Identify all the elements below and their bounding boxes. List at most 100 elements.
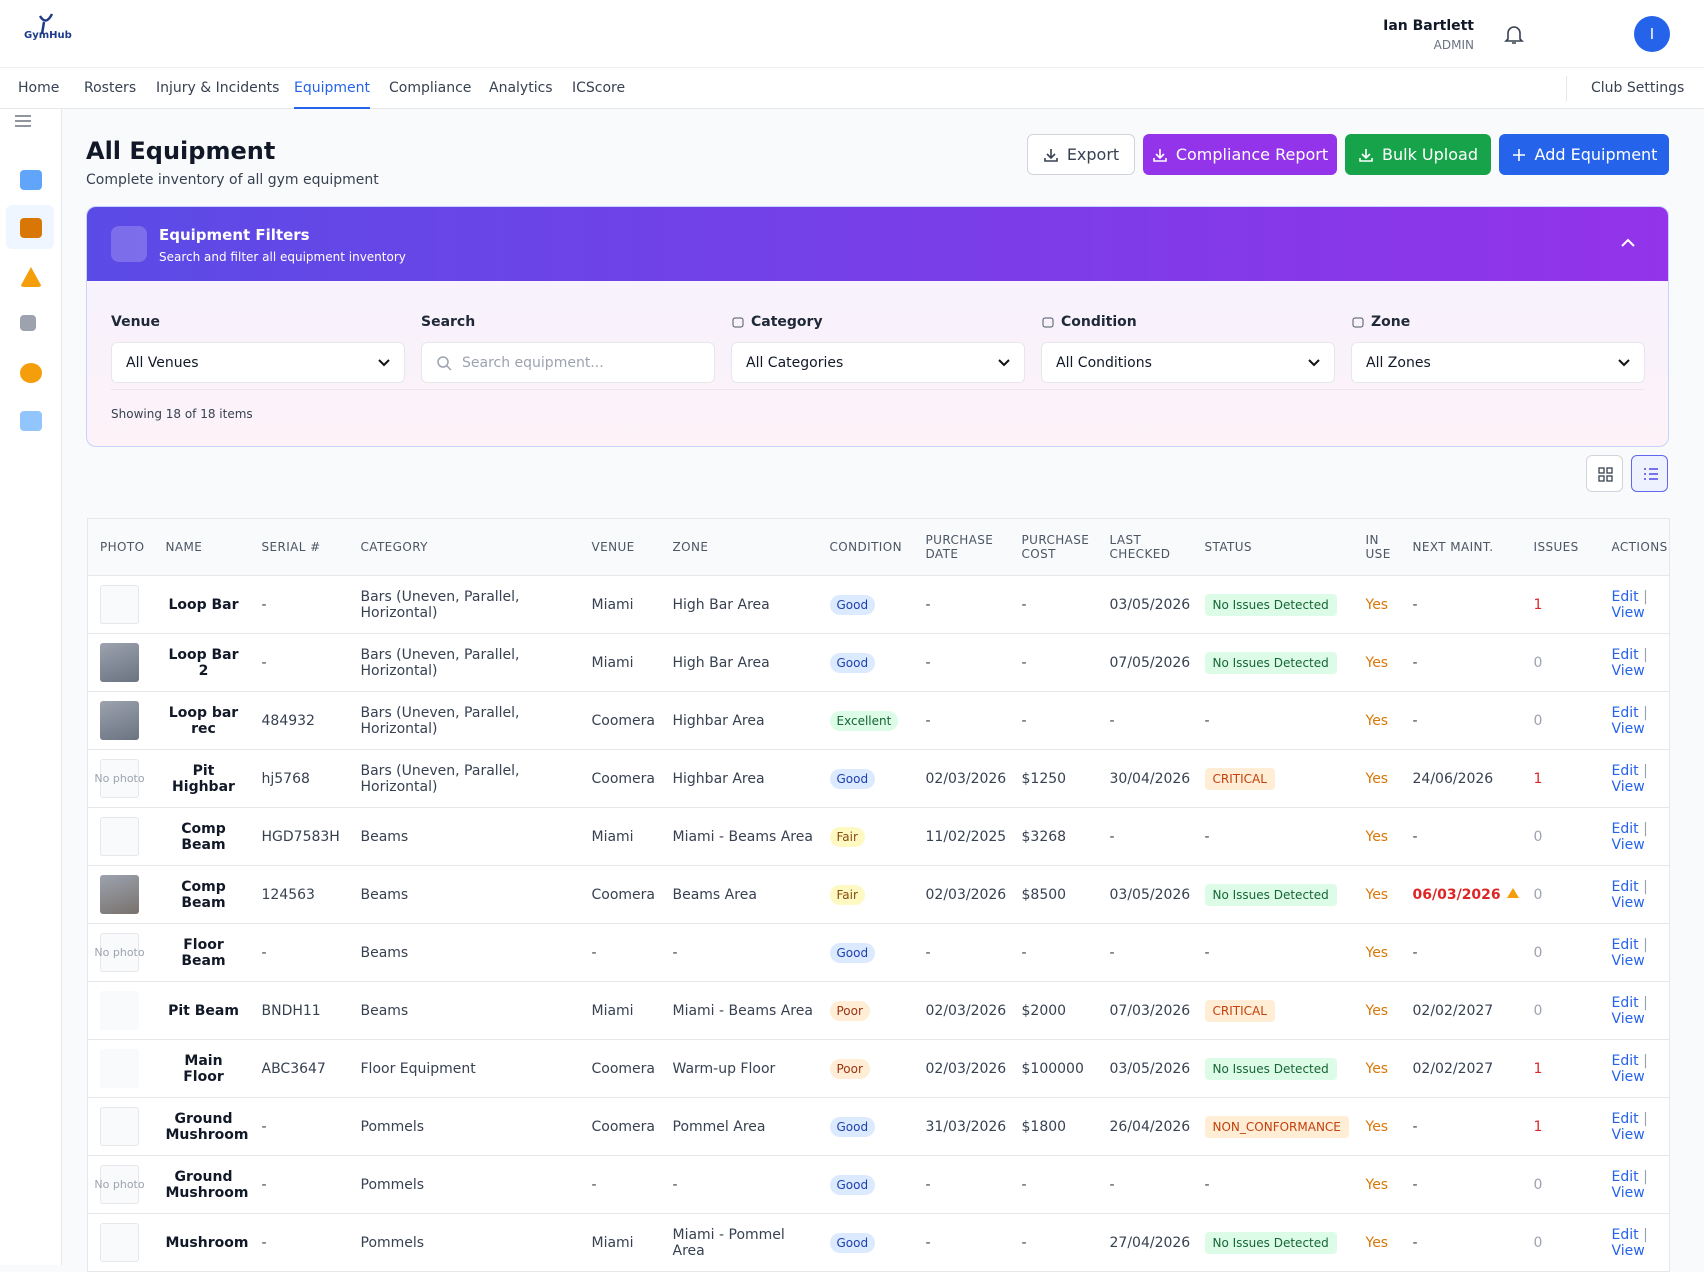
cell: Loop Bar bbox=[153, 575, 250, 634]
cell-text: - bbox=[925, 596, 931, 613]
edit-link[interactable]: Edit bbox=[1611, 1110, 1639, 1127]
cell-text: 02/03/2026 bbox=[925, 770, 1007, 787]
bell[interactable] bbox=[1503, 23, 1525, 45]
view-link[interactable]: View bbox=[1611, 720, 1645, 737]
edit-link[interactable]: Edit bbox=[1611, 820, 1639, 837]
table-row: Loop Bar 2 - Bars (Uneven, Parallel, Horiz… bbox=[87, 633, 1670, 692]
filter-input[interactable]: All Zones bbox=[1351, 342, 1645, 383]
nav-icon[interactable] bbox=[20, 411, 42, 431]
edit-link[interactable]: Edit bbox=[1611, 704, 1639, 721]
button-label: Export bbox=[1066, 145, 1120, 164]
cell-text: Yes bbox=[1365, 1060, 1389, 1077]
cell: $2000 bbox=[1009, 981, 1098, 1040]
cell: Comp Beam bbox=[153, 865, 250, 924]
cell: BNDH11 bbox=[249, 981, 349, 1040]
nav-icon[interactable] bbox=[20, 218, 42, 238]
nav-tab[interactable]: Analytics bbox=[489, 80, 553, 96]
nav-icon[interactable] bbox=[20, 267, 42, 287]
cell-text: Comp Beam bbox=[181, 820, 226, 853]
cell: - bbox=[1097, 1155, 1193, 1214]
sidebar bbox=[0, 109, 62, 1265]
view-link[interactable]: View bbox=[1611, 952, 1645, 969]
filter-input[interactable]: Search equipment... bbox=[421, 342, 715, 383]
edit-link[interactable]: Edit bbox=[1611, 1226, 1639, 1243]
edit-link[interactable]: Edit bbox=[1611, 646, 1639, 663]
cell: 11/02/2025 bbox=[913, 807, 1010, 866]
menu-icon[interactable] bbox=[14, 114, 32, 128]
cell: Coomera bbox=[579, 1097, 661, 1156]
edit-link[interactable]: Edit bbox=[1611, 936, 1639, 953]
cell: Comp Beam bbox=[153, 807, 250, 866]
view-link[interactable]: View bbox=[1611, 1010, 1645, 1027]
cell: - bbox=[1009, 1155, 1098, 1214]
grid-view[interactable] bbox=[1586, 455, 1623, 492]
edit-link[interactable]: Edit bbox=[1611, 1168, 1639, 1185]
nav-tab[interactable]: ICScore bbox=[572, 80, 626, 96]
cell-text: Highbar Area bbox=[672, 712, 765, 729]
action-button[interactable]: Add Equipment bbox=[1499, 134, 1669, 175]
edit-link[interactable]: Edit bbox=[1611, 878, 1639, 895]
nav-tab[interactable]: Compliance bbox=[389, 80, 472, 96]
nav-tab[interactable]: Rosters bbox=[84, 80, 137, 96]
cell-text: $3268 bbox=[1021, 828, 1067, 845]
status-badge: No Issues Detected bbox=[1204, 651, 1337, 674]
action-button[interactable]: Bulk Upload bbox=[1345, 134, 1491, 175]
view-link[interactable]: View bbox=[1611, 604, 1645, 621]
edit-link[interactable]: Edit bbox=[1611, 588, 1639, 605]
condition-badge: Fair bbox=[829, 826, 865, 847]
nav-icon[interactable] bbox=[20, 170, 42, 190]
cell: 484932 bbox=[249, 691, 349, 750]
cell: Floor Beam bbox=[153, 923, 250, 982]
cell: Pit Highbar bbox=[153, 749, 250, 808]
actions-cell: Edit | View bbox=[1599, 1155, 1670, 1214]
nav-tab[interactable]: Injury & Incidents bbox=[156, 80, 280, 96]
filter-input[interactable]: All Conditions bbox=[1041, 342, 1335, 383]
club-settings[interactable]: Club Settings bbox=[1591, 80, 1685, 96]
filter-input[interactable]: All Categories bbox=[731, 342, 1025, 383]
view-link[interactable]: View bbox=[1611, 1126, 1645, 1143]
cell: Mushroom bbox=[153, 1213, 250, 1272]
cell-text: 02/02/2027 bbox=[1412, 1060, 1494, 1077]
cell-text: - bbox=[1021, 596, 1027, 613]
cell: - bbox=[913, 1213, 1010, 1272]
column-header: CATEGORY bbox=[348, 518, 580, 576]
list-view[interactable] bbox=[1631, 455, 1668, 492]
view-link[interactable]: View bbox=[1611, 1068, 1645, 1085]
view-link[interactable]: View bbox=[1611, 894, 1645, 911]
photo bbox=[100, 701, 139, 740]
filter-field: Category All Categories bbox=[731, 312, 1025, 383]
collapse[interactable] bbox=[1620, 237, 1636, 249]
cell-text: - bbox=[261, 596, 267, 613]
avatar[interactable]: I bbox=[1634, 16, 1670, 52]
view-link[interactable]: View bbox=[1611, 1242, 1645, 1259]
cell-text: 02/03/2026 bbox=[925, 886, 1007, 903]
nav-icon[interactable] bbox=[20, 363, 42, 383]
action-button[interactable]: Compliance Report bbox=[1143, 134, 1337, 175]
filter-card: Equipment Filters Search and filter all … bbox=[86, 206, 1669, 447]
edit-link[interactable]: Edit bbox=[1611, 1052, 1639, 1069]
edit-link[interactable]: Edit bbox=[1611, 994, 1639, 1011]
label-text: Category bbox=[751, 314, 823, 330]
view-link[interactable]: View bbox=[1611, 662, 1645, 679]
select-value: All Zones bbox=[1366, 354, 1431, 371]
edit-link[interactable]: Edit bbox=[1611, 762, 1639, 779]
action-button[interactable]: Export bbox=[1027, 134, 1135, 175]
cell: Good bbox=[817, 1213, 914, 1272]
select-value: All Conditions bbox=[1056, 354, 1152, 371]
cell-text: Yes bbox=[1365, 1234, 1389, 1251]
cell: - bbox=[1009, 923, 1098, 982]
cell-text: 0 bbox=[1533, 1176, 1543, 1193]
view-link[interactable]: View bbox=[1611, 778, 1645, 795]
status-badge: NON_CONFORMANCE bbox=[1204, 1115, 1349, 1138]
nav-tab[interactable]: Equipment bbox=[294, 68, 370, 109]
filter-input[interactable]: All Venues bbox=[111, 342, 405, 383]
cell: Bars (Uneven, Parallel, Horizontal) bbox=[348, 575, 580, 634]
view-link[interactable]: View bbox=[1611, 1184, 1645, 1201]
photo bbox=[100, 1049, 139, 1088]
cell-text: - bbox=[1021, 944, 1027, 961]
nav-icon[interactable] bbox=[20, 315, 36, 331]
nav-tab[interactable]: Home bbox=[18, 80, 60, 96]
cell: - bbox=[249, 1213, 349, 1272]
view-link[interactable]: View bbox=[1611, 836, 1645, 853]
cell-text: 02/03/2026 bbox=[925, 1060, 1007, 1077]
